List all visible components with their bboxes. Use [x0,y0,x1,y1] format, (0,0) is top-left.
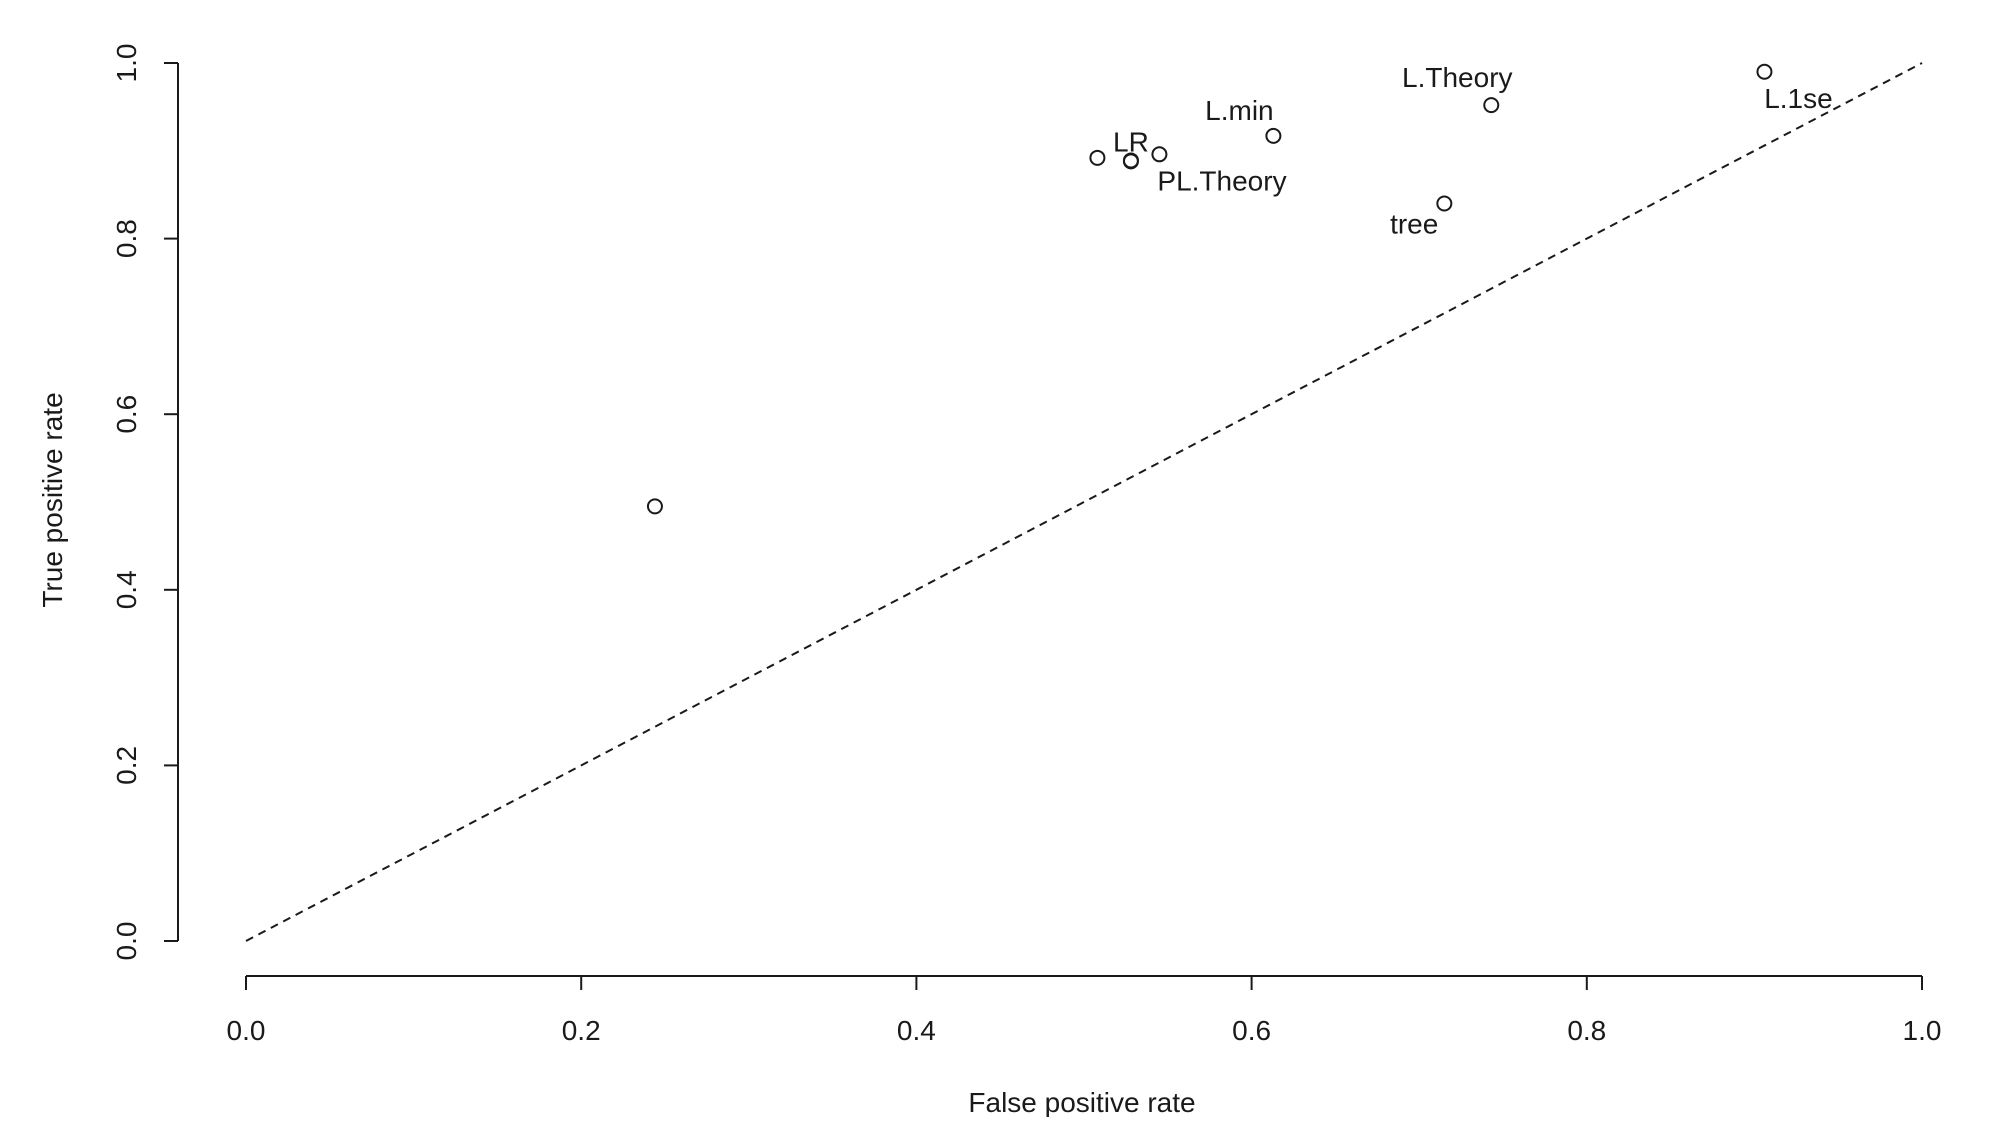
data-point [1122,152,1139,169]
data-point [1089,149,1106,166]
point-label: L.Theory [1402,62,1513,93]
y-tick-label: 0.4 [111,570,142,609]
y-tick-label: 0.0 [111,922,142,961]
point-label: L.min [1205,95,1273,126]
data-point [1756,63,1773,80]
data-point [1483,97,1500,114]
x-tick-label: 0.6 [1232,1015,1271,1046]
x-axis-title: False positive rate [968,1087,1195,1117]
data-point [646,498,663,515]
x-tick-label: 0.4 [897,1015,936,1046]
y-tick-label: 0.2 [111,746,142,785]
point-label: tree [1390,208,1438,239]
x-tick-label: 1.0 [1903,1015,1942,1046]
axes-layer: 0.0 0.2 0.4 0.6 0.8 1.0 0.0 0.2 0.4 0.6 0.8 1.0 [111,44,1941,1046]
point-label: LR [1113,126,1149,157]
y-tick-label: 0.8 [111,219,142,258]
data-point [1265,127,1282,144]
diagonal-reference-line [245,62,1923,942]
point-labels-layer: LR PL.Theory L.min tree L.Theory L.1se [1113,62,1833,239]
point-label: L.1se [1764,83,1833,114]
x-tick-label: 0.8 [1567,1015,1606,1046]
x-tick-label: 0.0 [227,1015,266,1046]
data-point [1151,146,1168,163]
x-tick-label: 0.2 [562,1015,601,1046]
points-layer [646,63,1773,515]
y-axis-title: True positive rate [37,392,68,607]
data-point [1436,195,1453,212]
point-label: PL.Theory [1157,165,1286,196]
reference-line-layer [245,62,1923,942]
y-tick-label: 0.6 [111,395,142,434]
y-tick-label: 1.0 [111,44,142,83]
